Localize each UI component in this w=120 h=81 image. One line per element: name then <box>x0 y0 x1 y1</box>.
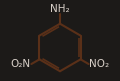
Text: NO₂: NO₂ <box>89 59 109 69</box>
Text: NH₂: NH₂ <box>50 4 70 14</box>
Text: O₂N: O₂N <box>11 59 31 69</box>
